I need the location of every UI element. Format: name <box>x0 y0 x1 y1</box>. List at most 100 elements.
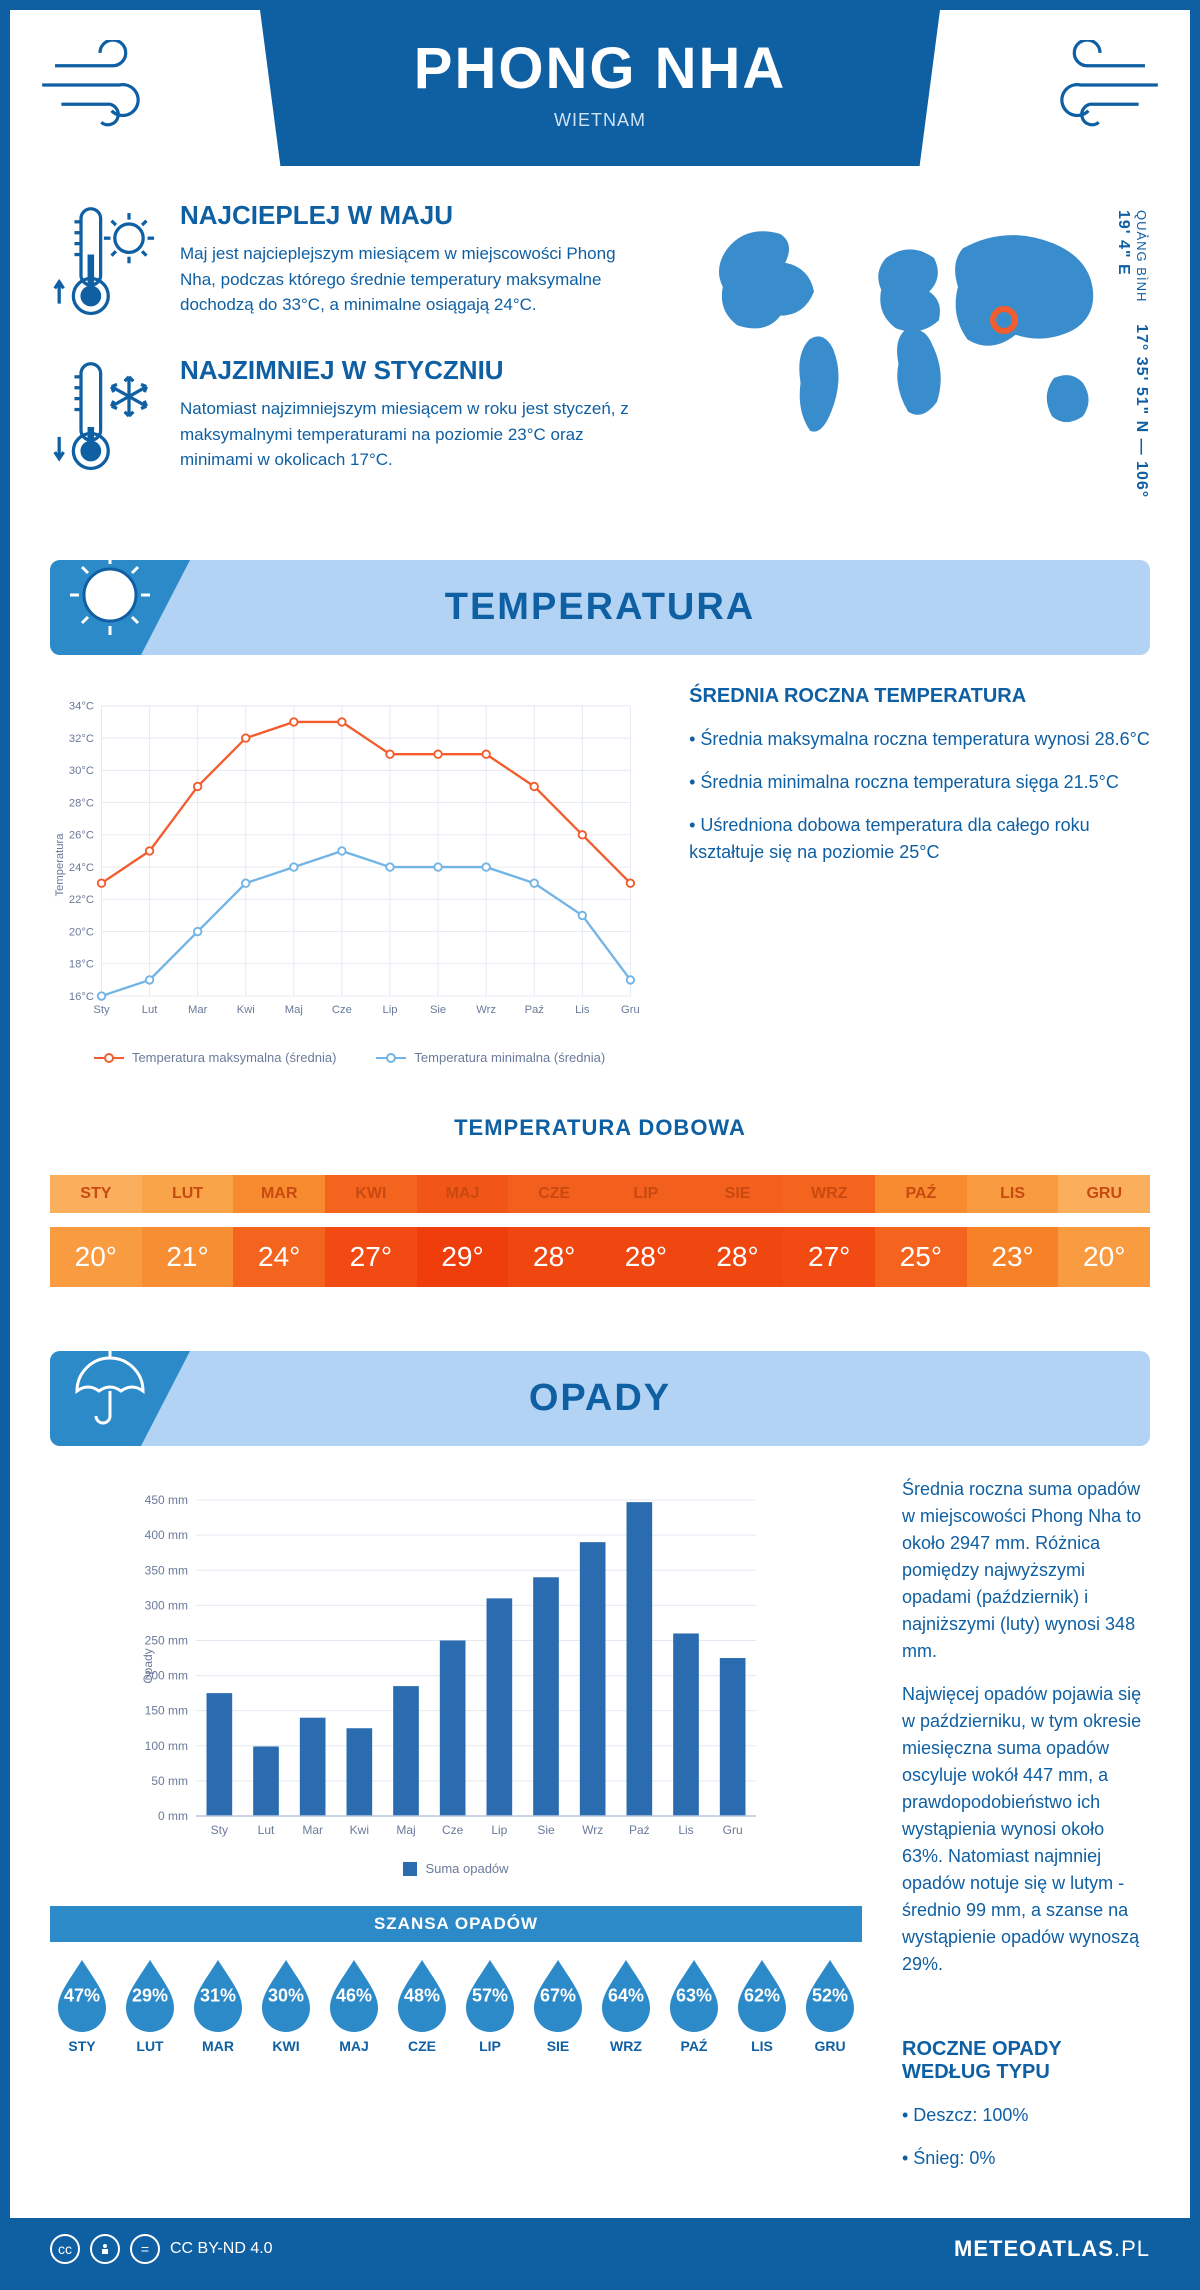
temperature-banner: TEMPERATURA <box>50 560 1150 655</box>
svg-text:26°C: 26°C <box>69 830 94 842</box>
rain-drop-cell: 47%STY <box>50 1954 114 2054</box>
temp-summary-line: • Średnia maksymalna roczna temperatura … <box>689 726 1150 753</box>
svg-text:Cze: Cze <box>332 1004 352 1016</box>
daily-temperature-row: STY20°LUT21°MAR24°KWI27°MAJ29°CZE28°LIP2… <box>50 1161 1150 1301</box>
temp-summary-line: • Średnia minimalna roczna temperatura s… <box>689 769 1150 796</box>
svg-text:Lis: Lis <box>575 1004 590 1016</box>
world-map <box>670 200 1150 460</box>
rain-drop-cell: 52%GRU <box>798 1954 862 2054</box>
daily-cell: CZE28° <box>508 1161 600 1301</box>
location-marker <box>986 302 1022 343</box>
svg-text:Wrz: Wrz <box>476 1004 496 1016</box>
daily-cell: MAJ29° <box>417 1161 509 1301</box>
svg-text:Lip: Lip <box>382 1004 397 1016</box>
svg-text:Lis: Lis <box>678 1823 693 1837</box>
daily-cell: MAR24° <box>233 1161 325 1301</box>
svg-text:34°C: 34°C <box>69 701 94 713</box>
svg-text:Kwi: Kwi <box>350 1823 369 1837</box>
svg-text:400 mm: 400 mm <box>145 1528 188 1542</box>
svg-text:22°C: 22°C <box>69 894 94 906</box>
precipitation-banner: OPADY <box>50 1351 1150 1446</box>
svg-text:0 mm: 0 mm <box>158 1809 188 1823</box>
warmest-text: Maj jest najcieplejszym miesiącem w miej… <box>180 241 640 318</box>
rain-chance-row: 47%STY29%LUT31%MAR30%KWI46%MAJ48%CZE57%L… <box>50 1954 862 2054</box>
svg-text:20°C: 20°C <box>69 926 94 938</box>
svg-text:Maj: Maj <box>396 1823 415 1837</box>
rain-drop-cell: 57%LIP <box>458 1954 522 2054</box>
rain-drop-cell: 67%SIE <box>526 1954 590 2054</box>
brand-logo: METEOATLAS.PL <box>954 2236 1150 2262</box>
daily-cell: PAŹ25° <box>875 1161 967 1301</box>
cc-icon: cc <box>50 2234 80 2264</box>
svg-text:Gru: Gru <box>723 1823 743 1837</box>
daily-cell: LIP28° <box>600 1161 692 1301</box>
svg-text:Mar: Mar <box>302 1823 323 1837</box>
svg-text:Maj: Maj <box>285 1004 303 1016</box>
map-column: QUẢNG BÌNH 17° 35' 51" N — 106° 19' 4" E <box>670 200 1150 510</box>
temperature-chart: 16°C18°C20°C22°C24°C26°C28°C30°C32°C34°C… <box>50 685 649 1065</box>
temperature-summary: ŚREDNIA ROCZNA TEMPERATURA • Średnia mak… <box>689 685 1150 1065</box>
svg-text:Sie: Sie <box>537 1823 555 1837</box>
svg-text:Kwi: Kwi <box>237 1004 255 1016</box>
country-subtitle: WIETNAM <box>260 110 940 131</box>
svg-text:350 mm: 350 mm <box>145 1563 188 1577</box>
license-block: cc = CC BY-ND 4.0 <box>50 2234 273 2264</box>
legend-max: Temperatura maksymalna (średnia) <box>94 1050 336 1065</box>
svg-text:100 mm: 100 mm <box>145 1739 188 1753</box>
warmest-title: NAJCIEPLEJ W MAJU <box>180 200 640 231</box>
coldest-text: Natomiast najzimniejszym miesiącem w rok… <box>180 396 640 473</box>
sun-icon <box>65 550 155 640</box>
coldest-title: NAJZIMNIEJ W STYCZNIU <box>180 355 640 386</box>
by-icon <box>90 2234 120 2264</box>
daily-cell: KWI27° <box>325 1161 417 1301</box>
rain-drop-cell: 63%PAŹ <box>662 1954 726 2054</box>
daily-cell: GRU20° <box>1058 1161 1150 1301</box>
daily-cell: LUT21° <box>142 1161 234 1301</box>
precip-type-title: ROCZNE OPADY WEDŁUG TYPU <box>902 2038 1150 2084</box>
daily-cell: STY20° <box>50 1161 142 1301</box>
warmest-block: NAJCIEPLEJ W MAJU Maj jest najcieplejszy… <box>50 200 640 320</box>
rain-drop-cell: 46%MAJ <box>322 1954 386 2054</box>
page-header: PHONG NHA WIETNAM <box>10 10 1190 170</box>
daily-cell: LIS23° <box>967 1161 1059 1301</box>
svg-text:Lut: Lut <box>142 1004 158 1016</box>
svg-text:28°C: 28°C <box>69 797 94 809</box>
svg-text:Sie: Sie <box>430 1004 446 1016</box>
rain-drop-cell: 64%WRZ <box>594 1954 658 2054</box>
svg-text:250 mm: 250 mm <box>145 1633 188 1647</box>
svg-text:Cze: Cze <box>442 1823 464 1837</box>
legend-min: Temperatura minimalna (średnia) <box>376 1050 605 1065</box>
precip-type-line: • Deszcz: 100% <box>902 2102 1150 2129</box>
wind-decoration-left <box>35 40 165 130</box>
svg-text:Wrz: Wrz <box>582 1823 603 1837</box>
svg-text:24°C: 24°C <box>69 862 94 874</box>
page-footer: cc = CC BY-ND 4.0 METEOATLAS.PL <box>10 2218 1190 2280</box>
svg-text:150 mm: 150 mm <box>145 1704 188 1718</box>
svg-text:450 mm: 450 mm <box>145 1493 188 1507</box>
rain-drop-cell: 30%KWI <box>254 1954 318 2054</box>
info-row: NAJCIEPLEJ W MAJU Maj jest najcieplejszy… <box>10 170 1190 560</box>
svg-text:32°C: 32°C <box>69 733 94 745</box>
coordinates: QUẢNG BÌNH 17° 35' 51" N — 106° 19' 4" E <box>1114 210 1150 510</box>
svg-text:300 mm: 300 mm <box>145 1598 188 1612</box>
precip-type-line: • Śnieg: 0% <box>902 2145 1150 2172</box>
thermometer-cold-icon <box>50 355 160 475</box>
precipitation-heading: OPADY <box>529 1377 671 1420</box>
nd-icon: = <box>130 2234 160 2264</box>
temp-summary-line: • Uśredniona dobowa temperatura dla całe… <box>689 812 1150 866</box>
rain-chance-title: SZANSA OPADÓW <box>50 1906 862 1942</box>
daily-cell: WRZ27° <box>783 1161 875 1301</box>
wind-decoration-right <box>1035 40 1165 130</box>
umbrella-icon <box>65 1341 155 1431</box>
svg-text:Mar: Mar <box>188 1004 208 1016</box>
temperature-heading: TEMPERATURA <box>445 586 756 629</box>
precipitation-bar-chart: 0 mm50 mm100 mm150 mm200 mm250 mm300 mm3… <box>50 1476 862 1856</box>
svg-text:Sty: Sty <box>211 1823 228 1837</box>
precip-p2: Najwięcej opadów pojawia się w październ… <box>902 1681 1150 1978</box>
rain-drop-cell: 48%CZE <box>390 1954 454 2054</box>
svg-text:18°C: 18°C <box>69 959 94 971</box>
svg-text:Paź: Paź <box>525 1004 545 1016</box>
precipitation-text: Średnia roczna suma opadów w miejscowośc… <box>902 1476 1150 2188</box>
location-title: PHONG NHA <box>260 35 940 102</box>
svg-text:Temperatura: Temperatura <box>54 833 66 897</box>
